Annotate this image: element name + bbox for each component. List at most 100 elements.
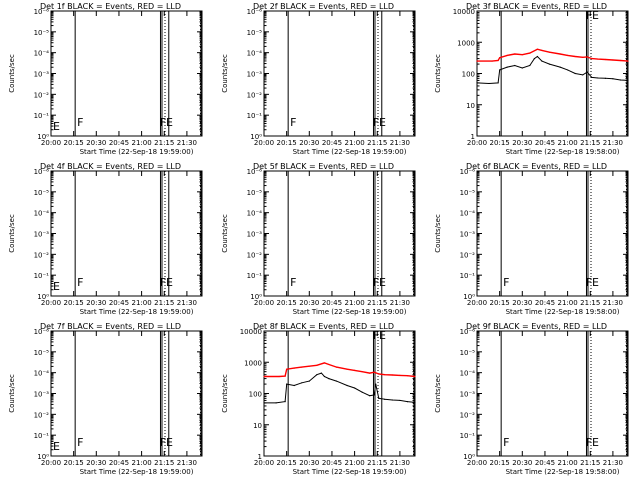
detector-panel-5: Det 5f BLACK = Events, RED = LLD 10⁰ 10⁻¹ 1…	[213, 160, 426, 320]
marker-fe: FE	[373, 116, 386, 129]
x-tick-label: 21:15	[367, 139, 387, 147]
chart-svg: Det 6f BLACK = Events, RED = LLD 10⁰ 10⁻¹ 1…	[434, 162, 629, 316]
x-tick-label: 20:45	[109, 459, 129, 467]
x-tick-label: 21:30	[390, 139, 410, 147]
y-tick-label: 10⁻⁵	[34, 349, 50, 357]
detector-panel-8: Det 8f BLACK = Events, RED = LLD 1 10 100 10…	[213, 320, 426, 480]
marker-fe: FE	[160, 436, 173, 449]
x-tick-label: 20:30	[86, 459, 106, 467]
x-tick-label: 20:15	[490, 299, 510, 307]
events-point	[328, 377, 330, 380]
chart-svg: Det 3f BLACK = Events, RED = LLD 1 10 100 10…	[434, 2, 629, 156]
marker-f: F	[290, 276, 296, 289]
events-point	[548, 63, 551, 65]
events-point	[391, 399, 393, 401]
x-tick-label: 21:00	[132, 459, 152, 467]
chart-svg: Det 9f BLACK = Events, RED = LLD 10⁰ 10⁻¹ 1…	[434, 322, 629, 476]
y-tick-label: 10⁻²	[34, 91, 50, 99]
lld-point	[497, 59, 499, 62]
x-tick-label: 20:30	[299, 299, 319, 307]
y-tick-label: 10⁻³	[34, 71, 50, 79]
y-tick-label: 10⁻¹	[460, 272, 476, 280]
lld-point	[627, 60, 629, 62]
lld-point	[506, 54, 508, 56]
x-tick-label: 21:00	[132, 299, 152, 307]
lld-point	[284, 375, 286, 377]
x-tick-label: 20:45	[109, 299, 129, 307]
y-tick-label: 10⁻³	[247, 71, 263, 79]
y-tick-label: 1	[258, 453, 262, 461]
x-axis-label: Start Time (22-Sep-18 19:59:00)	[293, 148, 407, 156]
chart-svg: Det 4f BLACK = Events, RED = LLD 10⁰ 10⁻¹ 1…	[8, 162, 203, 316]
x-tick-label: 20:30	[86, 299, 106, 307]
events-point	[378, 397, 380, 399]
y-axis-label: Counts/sec	[8, 54, 16, 93]
lld-point	[548, 51, 551, 53]
x-tick-label: 20:30	[299, 139, 319, 147]
y-axis-label: Counts/sec	[8, 374, 16, 413]
events-point	[286, 383, 288, 385]
y-tick-label: 10⁰	[250, 293, 262, 301]
plot-frame	[50, 170, 203, 297]
lld-point	[399, 374, 401, 376]
y-tick-label: 10⁻⁵	[460, 189, 476, 197]
lld-point	[406, 375, 409, 377]
events-point	[619, 79, 622, 81]
y-tick-label: 10⁻⁶	[247, 168, 263, 176]
x-tick-label: 21:30	[603, 299, 623, 307]
x-tick-label: 21:00	[345, 299, 365, 307]
marker-e: E	[53, 440, 60, 453]
y-tick-label: 10⁰	[250, 133, 262, 141]
lld-point	[346, 368, 348, 370]
chart-title: Det 9f BLACK = Events, RED = LLD	[466, 322, 607, 331]
x-tick-label: 21:15	[580, 459, 600, 467]
y-tick-label: 10	[466, 102, 475, 110]
events-point	[346, 384, 348, 387]
y-axis-label: Counts/sec	[434, 374, 442, 413]
lld-point	[301, 366, 303, 368]
lld-point	[369, 372, 371, 374]
events-point	[499, 69, 501, 71]
chart-title: Det 4f BLACK = Events, RED = LLD	[40, 162, 181, 171]
lld-point	[586, 56, 588, 58]
x-tick-label: 21:30	[177, 299, 197, 307]
x-tick-label: 20:30	[299, 459, 319, 467]
marker-f: F	[77, 116, 83, 129]
x-tick-label: 21:15	[154, 459, 174, 467]
marker-e: E	[53, 280, 60, 293]
x-tick-label: 21:15	[367, 459, 387, 467]
y-tick-label: 10⁻⁴	[460, 370, 476, 378]
y-tick-label: 10⁰	[463, 293, 475, 301]
y-tick-label: 10⁻⁴	[247, 210, 263, 218]
x-tick-label: 20:30	[86, 139, 106, 147]
x-tick-label: 21:15	[580, 139, 600, 147]
marker-fe: FE	[586, 276, 599, 289]
x-tick-label: 21:15	[367, 299, 387, 307]
chart-title: Det 7f BLACK = Events, RED = LLD	[40, 322, 181, 331]
chart-svg: Det 7f BLACK = Events, RED = LLD 10⁰ 10⁻¹ 1…	[8, 322, 203, 476]
y-tick-label: 10⁻⁶	[460, 168, 476, 176]
y-tick-label: 10⁻³	[460, 391, 476, 399]
chart-title: Det 5f BLACK = Events, RED = LLD	[253, 162, 394, 171]
x-tick-label: 20:15	[64, 299, 84, 307]
x-tick-label: 21:00	[558, 299, 578, 307]
x-tick-label: 20:15	[490, 459, 510, 467]
lld-series-line	[264, 362, 416, 378]
events-point	[335, 380, 338, 382]
y-tick-label: 10⁻²	[34, 411, 50, 419]
lld-point	[335, 366, 338, 368]
x-tick-label: 21:00	[558, 459, 578, 467]
marker-fe: FE	[586, 9, 599, 22]
y-tick-label: 10⁻⁴	[34, 50, 50, 58]
chart-svg: Det 1f BLACK = Events, RED = LLD 10⁰ 10⁻¹ 1…	[8, 2, 203, 156]
x-tick-label: 20:45	[535, 459, 555, 467]
lld-point	[316, 364, 318, 366]
x-tick-label: 21:15	[154, 139, 174, 147]
y-tick-label: 10⁻⁴	[34, 210, 50, 218]
detector-panel-2: Det 2f BLACK = Events, RED = LLD 10⁰ 10⁻¹ 1…	[213, 0, 426, 160]
y-tick-label: 10⁻¹	[460, 432, 476, 440]
chart-title: Det 8f BLACK = Events, RED = LLD	[253, 322, 394, 331]
marker-fe: FE	[373, 276, 386, 289]
chart-svg: Det 5f BLACK = Events, RED = LLD 10⁰ 10⁻¹ 1…	[221, 162, 416, 316]
y-axis-label: Counts/sec	[221, 374, 229, 413]
